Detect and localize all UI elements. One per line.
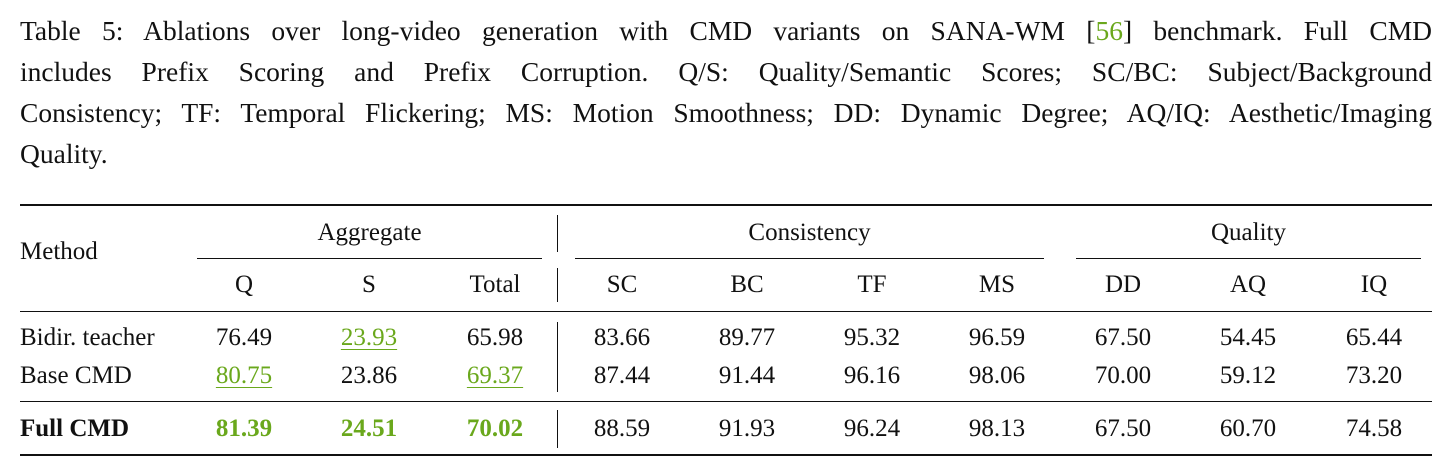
cell: 96.24 [843, 415, 901, 442]
rule [557, 215, 559, 252]
cell: 87.44 [593, 362, 651, 389]
rule [557, 268, 559, 302]
caption-line: Table 5: Ablations over long-video gener… [20, 10, 1432, 51]
rule [20, 204, 1432, 206]
cell: 54.45 [1219, 324, 1277, 351]
cell: 69.37 [466, 362, 524, 389]
rule [20, 401, 1432, 403]
rule [575, 258, 1044, 260]
cell: 59.12 [1219, 362, 1277, 389]
method-cell: Full CMD [20, 415, 130, 442]
cell: 24.51 [340, 415, 398, 442]
caption-line: Quality. [20, 138, 108, 169]
group-header: Aggregate [317, 219, 422, 246]
rule [20, 454, 1432, 456]
caption-line: Consistency; TF: Temporal Flickering; MS… [20, 97, 1432, 128]
rule [197, 258, 542, 260]
cell: 70.02 [466, 415, 524, 442]
caption-line: includes Prefix Scoring and Prefix Corru… [20, 56, 1432, 87]
column-header: IQ [1360, 271, 1388, 298]
column-header: BC [730, 271, 764, 298]
cell: 23.93 [340, 324, 398, 351]
group-header: Consistency [748, 219, 871, 246]
column-header: Q [234, 271, 254, 298]
cell: 91.93 [718, 415, 776, 442]
cell: 98.06 [968, 362, 1026, 389]
cell: 67.50 [1094, 324, 1152, 351]
cell: 95.32 [843, 324, 901, 351]
cell: 60.70 [1219, 415, 1277, 442]
column-header: S [362, 271, 376, 298]
reference: 56 [1095, 15, 1123, 46]
cell: 81.39 [215, 415, 273, 442]
column-header: SC [606, 271, 638, 298]
cell: 67.50 [1094, 415, 1152, 442]
caption-text: Table 5: Ablations over long-video gener… [20, 15, 1096, 46]
rule [557, 322, 559, 392]
cell: 65.44 [1345, 324, 1403, 351]
method-header: Method [20, 238, 98, 265]
rule [20, 311, 1432, 313]
cell: 91.44 [718, 362, 776, 389]
cell: 89.77 [718, 324, 776, 351]
cell: 76.49 [215, 324, 273, 351]
method-cell: Bidir. teacher [20, 324, 155, 351]
cell: 70.00 [1094, 362, 1152, 389]
cell: 80.75 [215, 362, 273, 389]
cell: 96.59 [968, 324, 1026, 351]
column-header: TF [857, 271, 887, 298]
column-header: AQ [1229, 271, 1267, 298]
cell: 98.13 [968, 415, 1026, 442]
group-header: Quality [1211, 219, 1286, 246]
column-header: Total [469, 271, 521, 298]
caption-text: ] benchmark. Full CMD [1122, 15, 1433, 46]
cell: 88.59 [593, 415, 651, 442]
column-header: DD [1104, 271, 1142, 298]
cell: 74.58 [1345, 415, 1403, 442]
cell: 73.20 [1345, 362, 1403, 389]
rule [557, 410, 559, 448]
cell: 23.86 [340, 362, 398, 389]
method-cell: Base CMD [20, 362, 132, 389]
cell: 96.16 [843, 362, 901, 389]
rule [1076, 258, 1421, 260]
cell: 83.66 [593, 324, 651, 351]
cell: 65.98 [466, 324, 524, 351]
column-header: MS [978, 271, 1016, 298]
